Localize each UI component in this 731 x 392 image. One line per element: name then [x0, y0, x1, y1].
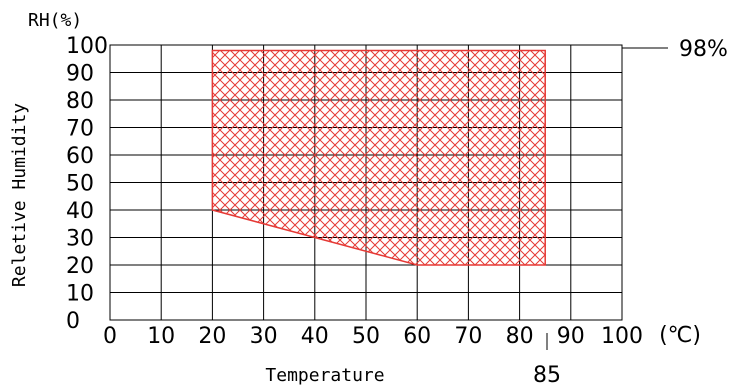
y-tick-label-10: 10 [66, 282, 94, 307]
y-unit-label: RH(%) [28, 10, 82, 31]
operating-region [211, 49, 546, 266]
y-tick-label-50: 50 [66, 172, 94, 197]
x-tick-label-100: 100 [601, 324, 643, 349]
top-value-annotation: 98% [679, 37, 728, 62]
x-tick-label-50: 50 [352, 324, 380, 349]
x-axis-title: Temperature [265, 365, 384, 386]
x-unit-label: (℃) [659, 323, 701, 348]
y-tick-label-90: 90 [66, 62, 94, 87]
y-tick-label-100: 100 [66, 34, 108, 59]
y-tick-label-0: 0 [66, 309, 80, 334]
right-temp-annotation: 85 [533, 363, 561, 388]
x-tick-label-30: 30 [250, 324, 278, 349]
y-tick-label-70: 70 [66, 117, 94, 142]
x-tick-label-80: 80 [506, 324, 534, 349]
x-tick-label-90: 90 [557, 324, 585, 349]
humidity-temperature-region [211, 49, 546, 266]
x-tick-label-20: 20 [198, 324, 226, 349]
x-tick-label-0: 0 [103, 324, 117, 349]
y-tick-label-80: 80 [66, 89, 94, 114]
x-tick-label-10: 10 [147, 324, 175, 349]
y-tick-label-40: 40 [66, 199, 94, 224]
y-axis-title: Reletive Humidity [9, 103, 30, 287]
x-tick-label-60: 60 [403, 324, 431, 349]
x-tick-label-40: 40 [301, 324, 329, 349]
y-tick-label-60: 60 [66, 144, 94, 169]
y-tick-label-20: 20 [66, 254, 94, 279]
plot-border [109, 44, 623, 321]
x-tick-label-70: 70 [454, 324, 482, 349]
axes: 0 10 20 30 40 50 60 70 80 90 100010203040506070809… [66, 34, 643, 349]
y-tick-label-30: 30 [66, 227, 94, 252]
